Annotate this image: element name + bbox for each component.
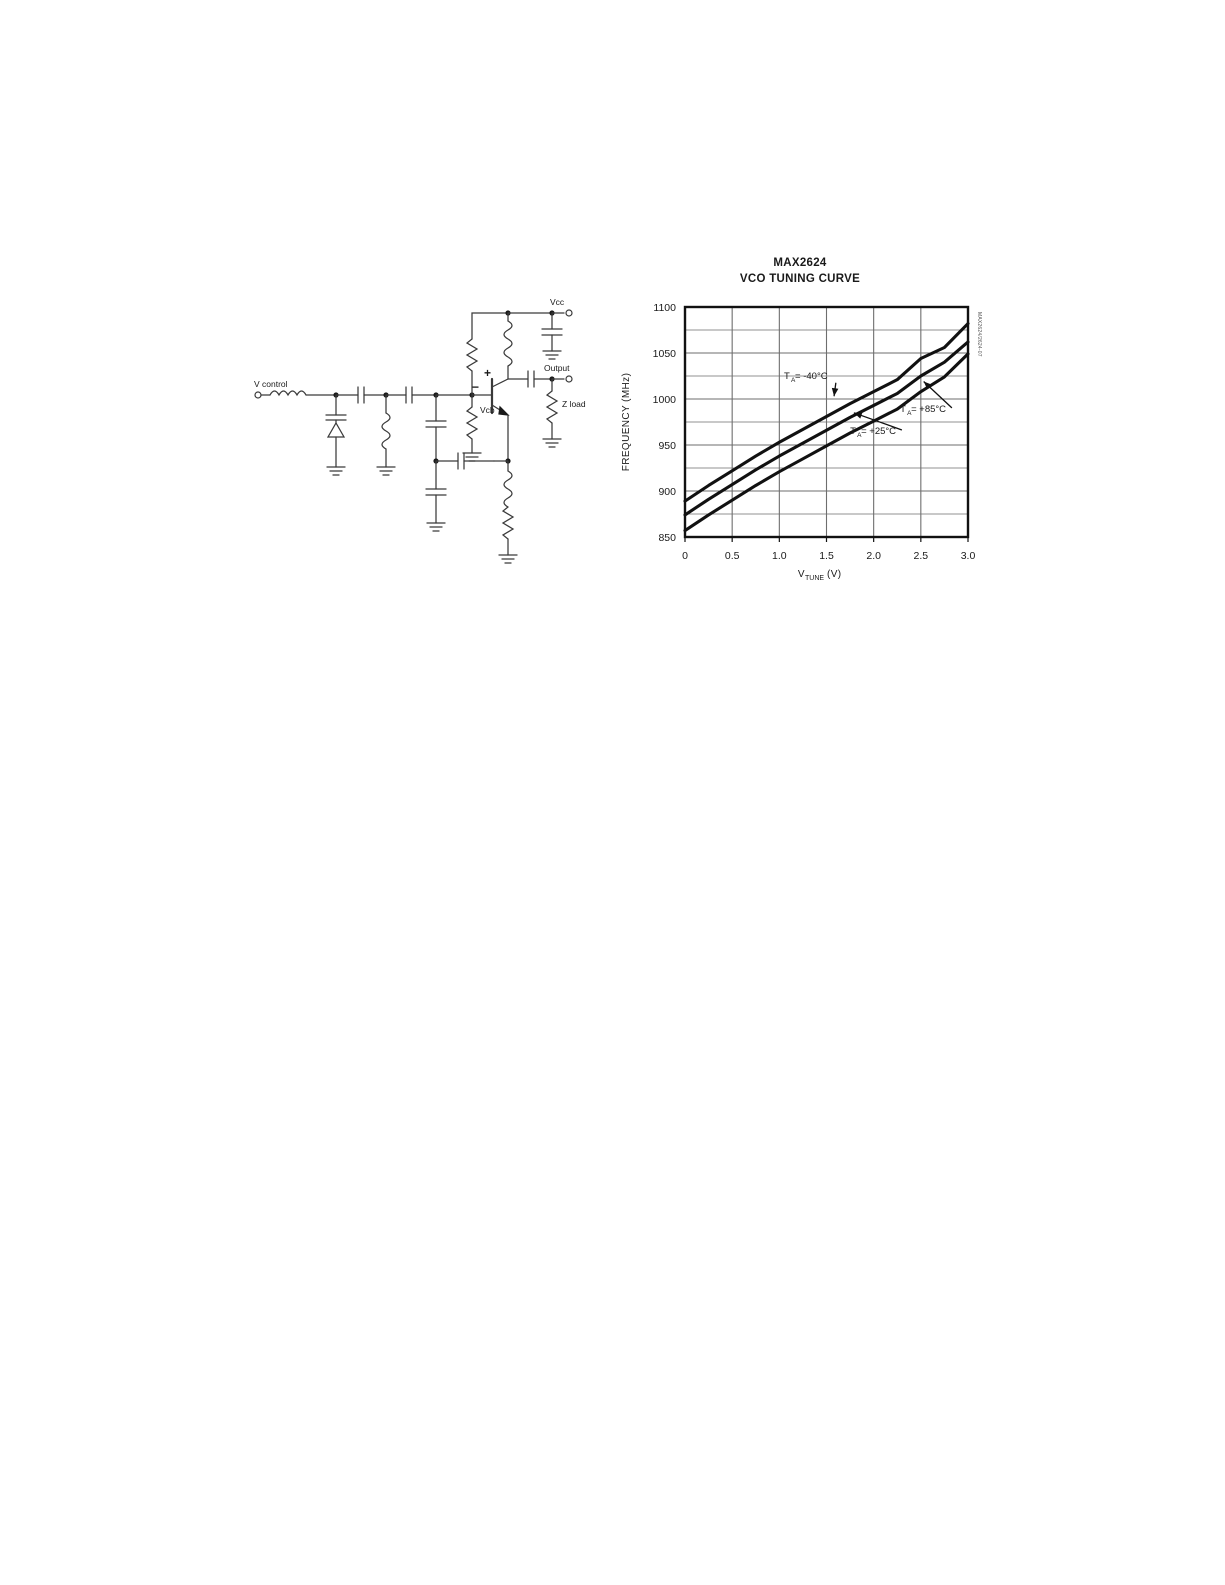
ground-symbol-base bbox=[426, 522, 446, 532]
tank-inductor bbox=[381, 412, 391, 450]
y-tick-label: 900 bbox=[658, 486, 676, 498]
curve-label-rest: = -40°C bbox=[795, 371, 828, 382]
y-tick-label: 1100 bbox=[653, 302, 676, 314]
collector-choke-inductor bbox=[503, 320, 513, 367]
x-tick-label: 2.5 bbox=[914, 550, 929, 562]
curve-label-rest: = +85°C bbox=[911, 404, 946, 415]
curve-label-subscript: A bbox=[791, 377, 796, 384]
vcc-terminal bbox=[565, 309, 573, 317]
vcb-label: Vcb bbox=[480, 405, 495, 415]
curve-label-main: T bbox=[784, 371, 790, 382]
load-resistor bbox=[545, 390, 559, 424]
y-tick-label: 1050 bbox=[653, 348, 677, 360]
x-axis-label: V TUNE (V) bbox=[798, 569, 842, 582]
v-control-terminal bbox=[254, 391, 262, 399]
emitter-inductor bbox=[503, 470, 513, 508]
chart-curve bbox=[683, 352, 970, 533]
ground-symbol-emitter bbox=[498, 554, 518, 564]
annotation-arrow-head bbox=[831, 387, 839, 397]
bias-resistor-upper bbox=[465, 338, 479, 372]
transistor-collector-lead bbox=[491, 378, 509, 388]
curve-label-rest: = +25°C bbox=[861, 426, 896, 437]
v-control-label: V control bbox=[254, 379, 288, 389]
ground-symbol-bias bbox=[462, 452, 482, 462]
ground-symbol-vcc bbox=[542, 350, 562, 360]
circuit-svg: V control Vcc Output Z load Vcb + − bbox=[254, 297, 586, 564]
input-choke-inductor bbox=[269, 390, 307, 397]
x-tick-label: 0 bbox=[682, 550, 688, 562]
z-load-label: Z load bbox=[562, 399, 586, 409]
chart-curves bbox=[683, 322, 970, 533]
ground-symbol-load bbox=[542, 438, 562, 448]
output-label: Output bbox=[544, 363, 570, 373]
chart-curve bbox=[683, 340, 970, 517]
y-axis-label: FREQUENCY (MHz) bbox=[621, 373, 632, 472]
chart-svg: MAX2624 VCO TUNING CURVE 850 900 950 1000 10… bbox=[621, 257, 982, 582]
x-tick-label: 3.0 bbox=[961, 550, 976, 562]
ground-symbol-varactor bbox=[326, 466, 346, 476]
varactor-diode bbox=[326, 421, 346, 438]
vcb-plus-sign: + bbox=[484, 366, 491, 380]
bias-resistor-lower bbox=[465, 406, 479, 440]
output-terminal bbox=[565, 375, 573, 383]
vcb-minus-sign: − bbox=[472, 380, 479, 394]
vco-tuning-curve-chart: MAX2624 VCO TUNING CURVE 850 900 950 1000 10… bbox=[600, 240, 1000, 590]
emitter-resistor bbox=[501, 506, 515, 540]
annotation-arrow-head bbox=[853, 412, 863, 419]
x-axis-label-main: V bbox=[798, 569, 805, 580]
curve-label-main: T bbox=[850, 426, 856, 437]
x-tick-label: 2.0 bbox=[866, 550, 881, 562]
y-tick-label: 850 bbox=[658, 532, 676, 544]
x-tick-label: 1.0 bbox=[772, 550, 787, 562]
transistor-emitter-arrow bbox=[498, 405, 510, 416]
vcc-label: Vcc bbox=[550, 297, 565, 307]
y-tick-label: 1000 bbox=[653, 394, 677, 406]
chart-watermark: MAX2624/2624-07 bbox=[976, 312, 982, 357]
curve-label-main: T bbox=[900, 404, 906, 415]
x-tick-label: 0.5 bbox=[725, 550, 740, 562]
x-axis-label-unit: (V) bbox=[827, 569, 842, 580]
x-tick-label: 1.5 bbox=[819, 550, 834, 562]
curve-label-subscript: A bbox=[857, 432, 862, 439]
annotation-arrow-line bbox=[853, 412, 903, 431]
wire-rbias-upper-vcc bbox=[471, 312, 509, 340]
ground-symbol-tank bbox=[376, 466, 396, 476]
y-tick-label: 950 bbox=[658, 440, 676, 452]
x-axis-label-sub: TUNE bbox=[805, 575, 824, 582]
chart-title: MAX2624 bbox=[773, 257, 827, 269]
chart-curve bbox=[683, 322, 970, 503]
curve-label-subscript: A bbox=[907, 410, 912, 417]
annotation-arrow-head bbox=[923, 381, 932, 390]
chart-tick-labels: 850 900 950 1000 1050 1100 0 0.5 1.0 1.5 2.0 2.5 3.0 bbox=[653, 302, 976, 562]
chart-subtitle: VCO TUNING CURVE bbox=[740, 273, 860, 285]
vco-application-circuit: V control Vcc Output Z load Vcb + − bbox=[240, 295, 600, 585]
